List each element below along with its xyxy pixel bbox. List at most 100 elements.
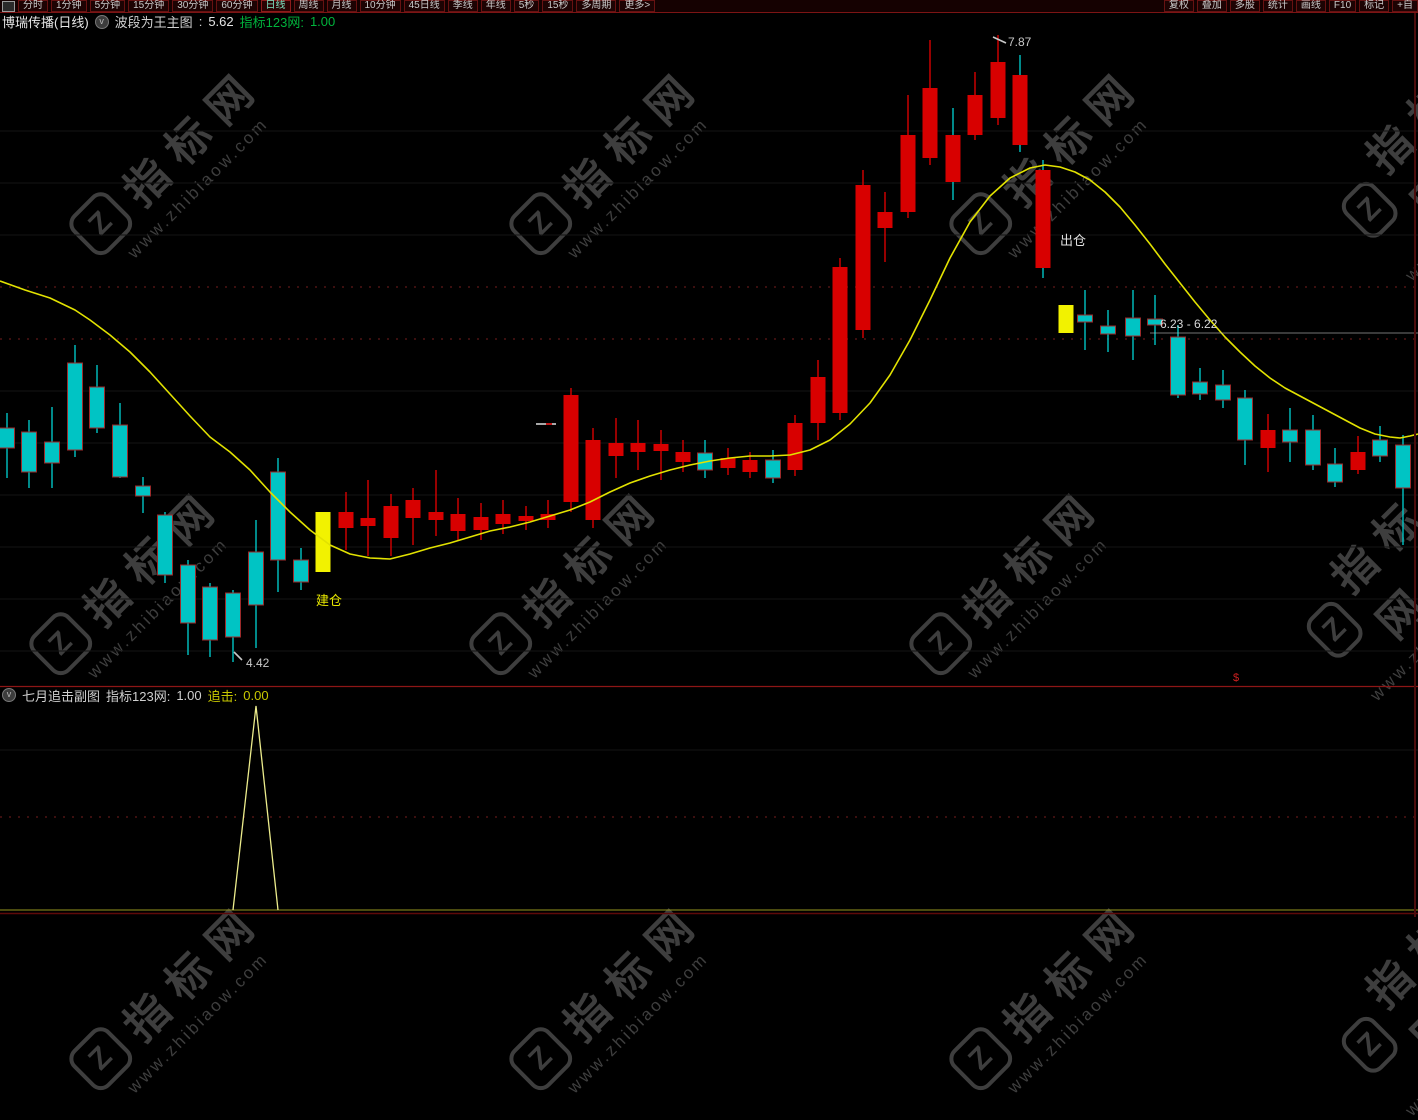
candle-body bbox=[855, 185, 871, 330]
main-chart-canvas[interactable]: 7.87 出仓 6.23 - 6.22 建仓 4.42 $ bbox=[0, 0, 1418, 917]
period-button-45日线[interactable]: 45日线 bbox=[403, 0, 445, 12]
tool-button-F10[interactable]: F10 bbox=[1328, 0, 1357, 12]
candle-body bbox=[1395, 444, 1411, 489]
period-button-10分钟[interactable]: 10分钟 bbox=[359, 0, 401, 12]
candle-body bbox=[810, 377, 826, 423]
candle-body bbox=[653, 444, 669, 451]
period-button-多周期[interactable]: 多周期 bbox=[576, 0, 617, 12]
watermark: Z 指标网 www.zhibiaow.com bbox=[60, 885, 291, 1116]
period-button-周线[interactable]: 周线 bbox=[293, 0, 324, 12]
candle-body bbox=[315, 512, 331, 572]
tool-button-复权[interactable]: 复权 bbox=[1163, 0, 1194, 12]
candle-body bbox=[742, 460, 758, 472]
tool-button-统计[interactable]: 统计 bbox=[1262, 0, 1293, 12]
candle-body bbox=[89, 386, 105, 429]
candle-body bbox=[1305, 429, 1321, 466]
candle-body bbox=[675, 452, 691, 462]
pointer-line bbox=[233, 651, 243, 661]
candle-body bbox=[1100, 325, 1116, 335]
candle-body bbox=[248, 551, 264, 606]
candle-body bbox=[765, 459, 781, 479]
candle-body bbox=[967, 95, 983, 135]
candle-body bbox=[1192, 381, 1208, 395]
candle-body bbox=[225, 592, 241, 638]
chart-annotation: 建仓 bbox=[316, 593, 342, 608]
period-button-日线[interactable]: 日线 bbox=[260, 0, 291, 12]
indicator-sep: : bbox=[198, 14, 203, 29]
period-toolbar: 分时 1分钟 5分钟 15分钟 30分钟 60分钟 日线 周线 月线 10分钟 45日线 季线 年线 5秒… bbox=[0, 0, 1418, 13]
chart-annotation: 7.87 bbox=[1008, 35, 1032, 49]
watermark: Z 指标网 www.zhibiaow.com bbox=[940, 885, 1171, 1116]
period-button-月线[interactable]: 月线 bbox=[326, 0, 357, 12]
candle-body bbox=[135, 485, 151, 497]
sub-chart-header: v 七月追击副图 指标123网: 1.00 追击: 0.00 bbox=[2, 687, 269, 704]
candle-body bbox=[1237, 397, 1253, 441]
indicator-dropdown-icon[interactable]: v bbox=[94, 14, 109, 29]
candle-body bbox=[473, 517, 489, 530]
candle-body bbox=[1170, 336, 1186, 396]
pointer-line bbox=[992, 36, 1007, 44]
period-button-年线[interactable]: 年线 bbox=[480, 0, 511, 12]
period-button-季线[interactable]: 季线 bbox=[447, 0, 478, 12]
subchart-dropdown-icon[interactable]: v bbox=[2, 688, 16, 702]
subchart-brand-label: 指标123网: bbox=[106, 688, 171, 704]
window-right-border bbox=[1414, 0, 1416, 917]
candle-body bbox=[21, 431, 37, 473]
candle-body bbox=[585, 440, 601, 520]
period-button-15秒[interactable]: 15秒 bbox=[542, 0, 574, 12]
candle-body bbox=[293, 559, 309, 583]
tool-button-+自[interactable]: +自 bbox=[1392, 0, 1418, 12]
period-button-60分钟[interactable]: 60分钟 bbox=[216, 0, 258, 12]
subchart-brand-value: 1.00 bbox=[176, 687, 202, 703]
period-button-分时[interactable]: 分时 bbox=[18, 0, 48, 12]
subchart-title: 七月追击副图 bbox=[22, 688, 101, 704]
candle-body bbox=[157, 514, 173, 576]
candle-body bbox=[720, 458, 736, 468]
candle-body bbox=[202, 586, 218, 641]
chart-annotation: 4.42 bbox=[246, 656, 270, 670]
period-button-5分钟[interactable]: 5分钟 bbox=[89, 0, 126, 12]
tool-button-标记[interactable]: 标记 bbox=[1359, 0, 1390, 12]
candle-body bbox=[563, 395, 579, 502]
period-button-15分钟[interactable]: 15分钟 bbox=[128, 0, 170, 12]
period-button-1分钟[interactable]: 1分钟 bbox=[51, 0, 87, 12]
candle-body bbox=[270, 471, 286, 561]
brand-label: 指标123网: bbox=[239, 15, 304, 30]
period-button-30分钟[interactable]: 30分钟 bbox=[172, 0, 214, 12]
candle-body bbox=[44, 441, 60, 464]
candle-body bbox=[338, 512, 354, 528]
candle-body bbox=[608, 443, 624, 456]
candle-body bbox=[630, 443, 646, 452]
candle-body bbox=[360, 518, 376, 526]
candle-body bbox=[1215, 384, 1231, 401]
stock-title: 博瑞传播(日线) bbox=[2, 15, 89, 30]
ma-line bbox=[0, 164, 1418, 560]
candle-body bbox=[1147, 318, 1163, 326]
candle-body bbox=[832, 267, 848, 413]
candle-body bbox=[1012, 75, 1028, 145]
signal-label: 追击: bbox=[207, 688, 238, 704]
tool-button-多股[interactable]: 多股 bbox=[1229, 0, 1260, 12]
candle-body bbox=[1372, 439, 1388, 457]
candle-body bbox=[990, 62, 1006, 118]
candle-body bbox=[1035, 170, 1051, 268]
candle-body bbox=[1282, 429, 1298, 443]
brand-value: 1.00 bbox=[309, 14, 336, 29]
candle-body bbox=[1058, 305, 1074, 333]
candle-body bbox=[1260, 430, 1276, 448]
tool-button-叠加[interactable]: 叠加 bbox=[1196, 0, 1227, 12]
candle-body bbox=[1350, 452, 1366, 470]
tool-button-画线[interactable]: 画线 bbox=[1295, 0, 1326, 12]
candle-body bbox=[518, 516, 534, 521]
candle-body bbox=[1125, 317, 1141, 337]
period-button-更多>[interactable]: 更多> bbox=[619, 0, 656, 12]
period-button-5秒[interactable]: 5秒 bbox=[513, 0, 540, 12]
candle-body bbox=[450, 514, 466, 531]
candle-body bbox=[1327, 463, 1343, 483]
window-icon[interactable] bbox=[2, 0, 15, 12]
candle-body bbox=[0, 427, 15, 449]
candle-body bbox=[112, 424, 128, 478]
indicator-value: 5.62 bbox=[208, 14, 234, 29]
tool-button-group: 复权 叠加 多股 统计 画线 F10 标记 +自 bbox=[1161, 0, 1418, 13]
